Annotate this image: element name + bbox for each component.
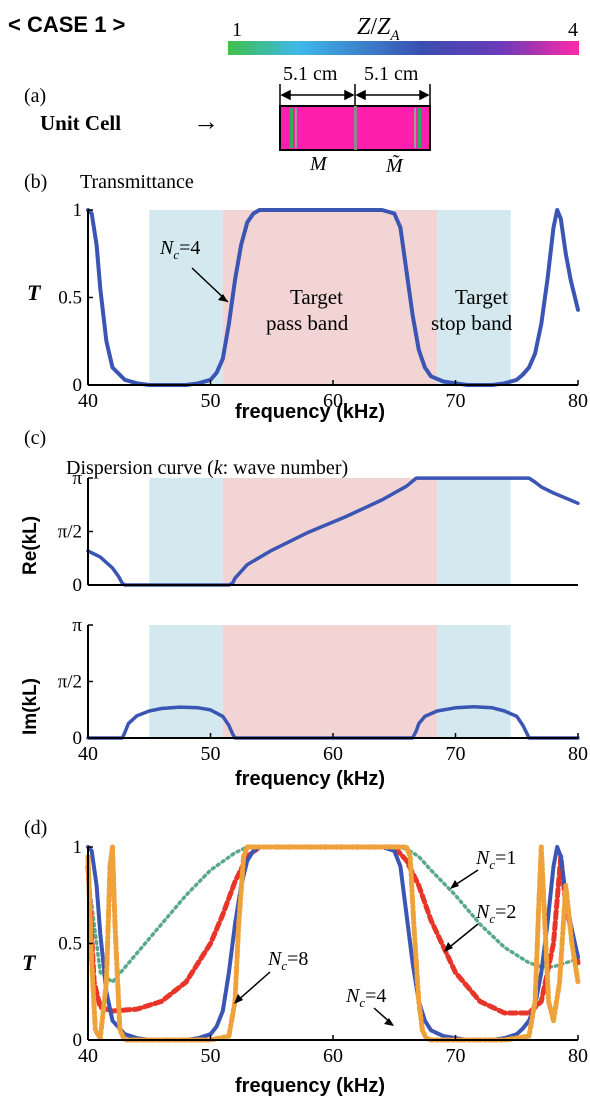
series-line-0 bbox=[86, 476, 580, 587]
y-tick-label: π/2 bbox=[58, 522, 82, 543]
re-kl-plot: 0 π/2 π bbox=[58, 468, 580, 596]
panel-d-tag: (d) bbox=[24, 817, 47, 839]
colorbar bbox=[228, 41, 579, 55]
y-tick-label: 0 bbox=[73, 375, 83, 396]
y-tick-label: 0 bbox=[73, 728, 83, 749]
dimension-lines bbox=[279, 84, 431, 106]
x-tick-label: 40 bbox=[78, 1045, 98, 1067]
cell-right-label: M̃ bbox=[385, 154, 404, 177]
im-kl-plot: 40 50 60 70 80 0 π/2 π bbox=[58, 615, 588, 765]
y-tick-label: π/2 bbox=[58, 672, 82, 693]
band-stop-0 bbox=[149, 210, 223, 385]
series-line-N_c=2 bbox=[85, 844, 581, 1016]
pass-band-label-2: pass band bbox=[266, 311, 349, 335]
y-tick-label: 1 bbox=[73, 200, 83, 221]
cell-left-label: M bbox=[309, 153, 328, 175]
panel-c-xlabel: frequency (kHz) bbox=[235, 768, 385, 790]
series-line-N_c=8 bbox=[85, 844, 581, 1043]
panel-d-xlabel: frequency (kHz) bbox=[235, 1075, 385, 1097]
annotation-nc8: Nc=8 bbox=[267, 948, 308, 973]
x-tick-label: 50 bbox=[201, 390, 221, 412]
band-stop-0 bbox=[149, 478, 223, 585]
stop-band-label-2: stop band bbox=[431, 311, 513, 335]
annotation-nc2: Nc=2 bbox=[475, 901, 516, 926]
panel-b-nc-annotation: Nc=4 bbox=[159, 237, 200, 262]
x-tick-label: 80 bbox=[568, 743, 588, 765]
panel-b-nc-arrowhead bbox=[218, 294, 228, 302]
x-tick-label: 50 bbox=[201, 1045, 221, 1067]
colorbar-min-label: 1 bbox=[232, 19, 242, 41]
x-tick-label: 60 bbox=[323, 390, 343, 412]
x-tick-label: 40 bbox=[78, 390, 98, 412]
panel-b-ylabel: T bbox=[27, 280, 42, 305]
y-tick-label: 1 bbox=[73, 837, 83, 858]
x-tick-label: 50 bbox=[201, 743, 221, 765]
x-tick-label: 80 bbox=[568, 390, 588, 412]
x-tick-label: 40 bbox=[78, 743, 98, 765]
unit-cell-arrow: → bbox=[193, 107, 219, 136]
band-pass-1 bbox=[222, 625, 438, 738]
y-tick-label: 0 bbox=[73, 575, 83, 596]
transmittance-plot: 40 50 60 70 80 0 0.5 1 bbox=[58, 200, 588, 412]
annotation-nc1: Nc=1 bbox=[475, 847, 516, 872]
x-tick-label: 70 bbox=[446, 1045, 466, 1067]
x-tick-label: 80 bbox=[568, 1045, 588, 1067]
re-kl-ylabel: Re(kL) bbox=[20, 516, 41, 575]
y-tick-label: π bbox=[72, 615, 82, 636]
unit-cell-label: Unit Cell bbox=[40, 111, 121, 135]
annotation-nc4: Nc=4 bbox=[345, 985, 386, 1010]
panel-d-ylabel: T bbox=[22, 950, 37, 975]
stop-band-label-1: Target bbox=[455, 285, 508, 309]
colorbar-label: Z/ZA bbox=[357, 14, 400, 44]
band-pass-1 bbox=[222, 478, 438, 585]
band-stop-2 bbox=[437, 478, 511, 585]
y-tick-label: π bbox=[72, 468, 82, 489]
x-tick-label: 70 bbox=[446, 390, 466, 412]
im-kl-ylabel: Im(kL) bbox=[20, 678, 41, 735]
y-tick-label: 0 bbox=[73, 1030, 83, 1051]
x-tick-label: 60 bbox=[323, 1045, 343, 1067]
y-tick-label: 0.5 bbox=[58, 288, 82, 309]
panel-b-title: Transmittance bbox=[80, 171, 194, 193]
band-stop-0 bbox=[149, 625, 223, 738]
x-tick-label: 70 bbox=[446, 743, 466, 765]
pass-band-label-1: Target bbox=[290, 285, 343, 309]
panel-b-tag: (b) bbox=[24, 171, 47, 193]
panel-c-title: Dispersion curve (k: wave number) bbox=[66, 457, 348, 479]
y-tick-label: 0.5 bbox=[58, 934, 82, 955]
panel-a-tag: (a) bbox=[24, 85, 46, 107]
panel-c-tag: (c) bbox=[24, 427, 46, 449]
unit-cell bbox=[279, 105, 431, 151]
panel-d-annotations: Nc=1 Nc=2 Nc=8 Nc=4 bbox=[234, 847, 516, 1026]
colorbar-max-label: 4 bbox=[568, 19, 578, 41]
x-tick-label: 60 bbox=[323, 743, 343, 765]
band-stop-2 bbox=[437, 625, 511, 738]
band-stop-2 bbox=[437, 210, 511, 385]
dim-right: 5.1 cm bbox=[364, 63, 419, 85]
dim-left: 5.1 cm bbox=[283, 63, 338, 85]
panel-b-xlabel: frequency (kHz) bbox=[235, 401, 385, 423]
case-label: < CASE 1 > bbox=[8, 12, 125, 37]
transmittance-nc-plot: 40 50 60 70 80 0 0.5 1 bbox=[58, 837, 588, 1067]
